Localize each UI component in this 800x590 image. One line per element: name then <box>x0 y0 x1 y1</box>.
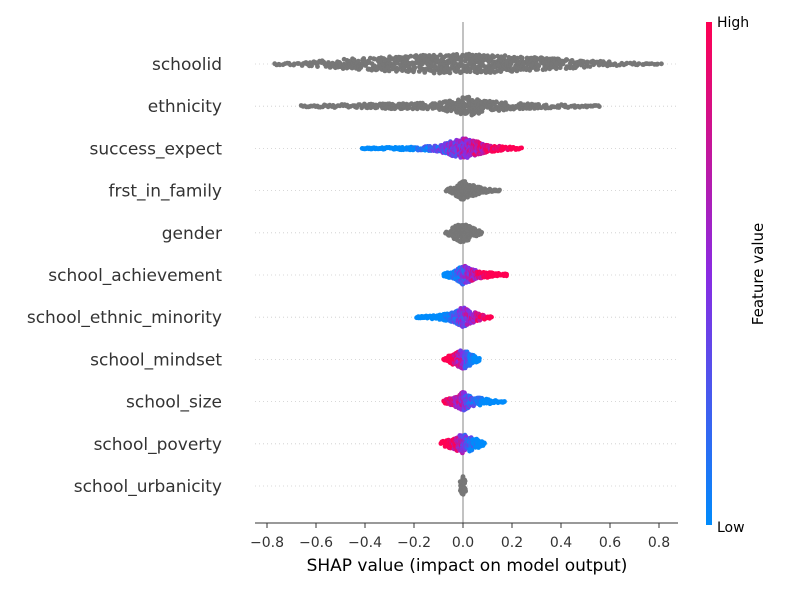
data-point <box>462 486 468 492</box>
colorbar-title: Feature value <box>749 223 767 325</box>
data-point <box>497 187 502 193</box>
x-axis-ticks: −0.8 −0.6 −0.4 −0.2 0.0 0.2 0.4 0.6 0.8 <box>250 523 670 551</box>
data-point <box>447 70 453 76</box>
data-point <box>477 356 482 361</box>
colorbar-low-label: Low <box>717 520 745 536</box>
data-point <box>504 271 509 277</box>
data-point <box>482 441 487 446</box>
data-point <box>519 145 524 151</box>
data-point <box>470 52 475 58</box>
data-point <box>491 64 497 69</box>
x-tick-label: 0.6 <box>599 535 621 551</box>
data-point <box>463 110 469 116</box>
data-point <box>596 104 602 109</box>
data-point <box>489 314 494 320</box>
data-point <box>337 60 342 65</box>
data-point <box>382 57 388 63</box>
data-point <box>315 64 320 69</box>
data-point <box>477 317 483 323</box>
colorbar <box>706 22 712 525</box>
x-tick-label: −0.8 <box>250 535 284 551</box>
x-tick-label: −0.6 <box>299 535 333 551</box>
feature-label: schoolid <box>152 55 222 75</box>
data-point <box>471 64 477 70</box>
data-point <box>395 67 401 72</box>
x-tick-label: 0.2 <box>501 535 523 551</box>
x-tick-label: −0.4 <box>348 535 382 551</box>
feature-label: school_achievement <box>48 266 222 286</box>
feature-label: school_urbanicity <box>74 477 222 497</box>
feature-label: school_mindset <box>90 350 222 370</box>
feature-label: ethnicity <box>148 97 222 117</box>
x-tick-label: 0.4 <box>550 535 572 551</box>
x-tick-label: 0.0 <box>452 535 474 551</box>
data-point <box>502 399 507 404</box>
data-point <box>467 69 473 75</box>
data-point <box>564 57 570 63</box>
data-point <box>553 66 559 72</box>
data-point <box>411 67 417 72</box>
data-point <box>655 61 660 67</box>
feature-label: school_poverty <box>94 435 222 455</box>
data-point <box>434 58 439 63</box>
data-point <box>406 105 412 111</box>
data-point <box>462 478 468 484</box>
data-point <box>636 61 642 66</box>
colorbar-high-label: High <box>717 15 749 31</box>
data-point <box>490 53 495 59</box>
data-point <box>390 64 396 69</box>
data-point <box>493 99 499 105</box>
beeswarm-points <box>272 51 664 497</box>
feature-label: gender <box>162 224 222 244</box>
data-point <box>584 59 590 65</box>
x-tick-label: −0.2 <box>397 535 431 551</box>
feature-label: success_expect <box>90 139 223 159</box>
data-point <box>502 53 508 59</box>
data-point <box>480 61 485 67</box>
data-point <box>659 61 664 67</box>
feature-label: school_ethnic_minority <box>27 308 222 328</box>
feature-labels: schoolid ethnicity success_expect frst_in_f… <box>27 55 222 497</box>
data-point <box>560 61 566 67</box>
data-point <box>431 70 437 76</box>
data-point <box>624 60 630 66</box>
data-point <box>408 53 414 59</box>
data-point <box>309 63 314 69</box>
feature-label: school_size <box>126 393 222 413</box>
data-point <box>458 58 464 63</box>
x-tick-label: 0.8 <box>648 535 670 551</box>
data-point <box>587 64 593 69</box>
data-point <box>479 230 485 235</box>
feature-label: frst_in_family <box>109 182 222 202</box>
data-point <box>535 66 541 72</box>
x-axis-title: SHAP value (impact on model output) <box>307 556 628 576</box>
data-point <box>447 66 453 72</box>
